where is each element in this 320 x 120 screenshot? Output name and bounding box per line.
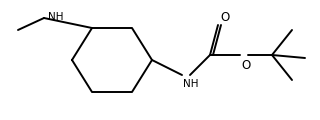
Text: O: O bbox=[220, 11, 230, 24]
Text: NH: NH bbox=[48, 12, 63, 22]
Text: O: O bbox=[241, 59, 250, 72]
Text: NH: NH bbox=[183, 79, 198, 89]
